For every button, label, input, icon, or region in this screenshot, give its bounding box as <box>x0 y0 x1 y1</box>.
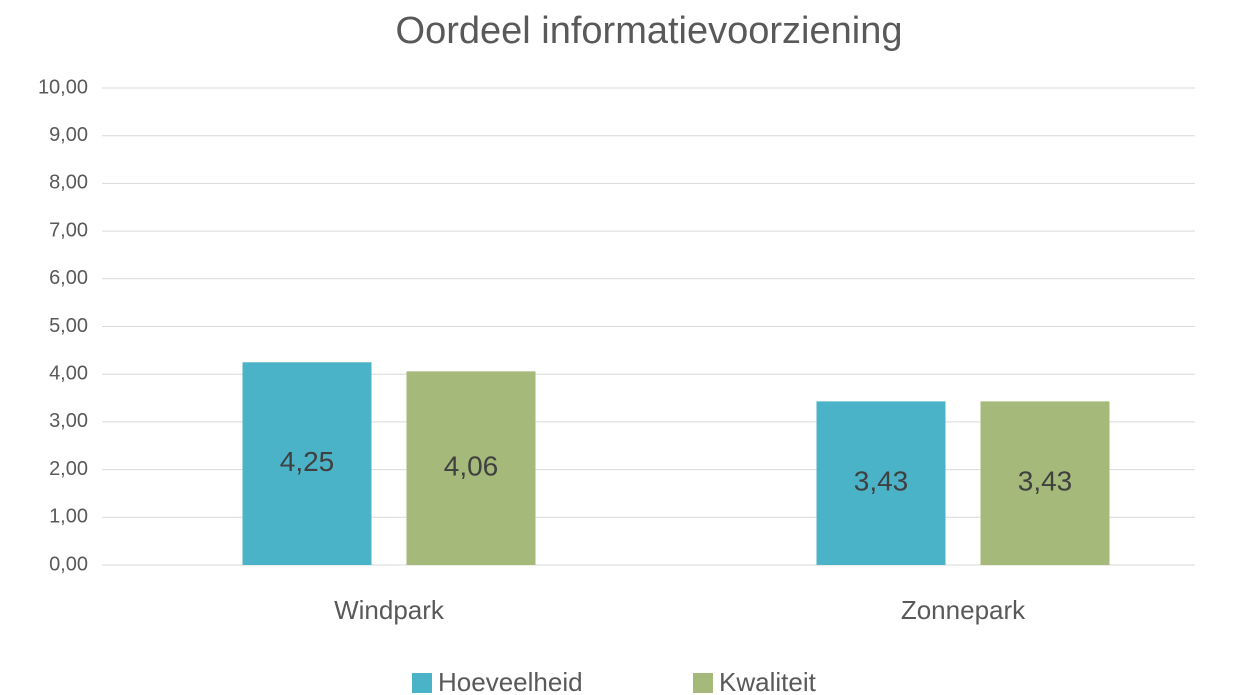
y-tick-label: 2,00 <box>49 458 88 480</box>
y-tick-label: 7,00 <box>49 219 88 241</box>
chart-title: Oordeel informatievoorziening <box>396 10 903 52</box>
bar <box>242 362 372 565</box>
data-label: 4,25 <box>280 446 335 477</box>
y-tick-label: 8,00 <box>49 172 88 194</box>
y-tick-label: 4,00 <box>49 362 88 384</box>
y-tick-label: 10,00 <box>38 76 88 98</box>
legend-label: Hoeveelheid <box>438 667 583 695</box>
y-tick-label: 6,00 <box>49 267 88 289</box>
y-tick-label: 0,00 <box>49 553 88 575</box>
y-tick-label: 3,00 <box>49 410 88 432</box>
x-tick-label: Zonnepark <box>901 595 1026 625</box>
y-tick-label: 1,00 <box>49 506 88 528</box>
legend-label: Kwaliteit <box>719 667 817 695</box>
bar <box>406 371 536 565</box>
legend-swatch <box>693 673 713 693</box>
y-tick-label: 5,00 <box>49 315 88 337</box>
data-label: 4,06 <box>444 451 499 482</box>
data-label: 3,43 <box>854 466 909 497</box>
x-tick-label: Windpark <box>334 595 445 625</box>
data-label: 3,43 <box>1018 466 1073 497</box>
bar <box>980 401 1110 565</box>
y-tick-label: 9,00 <box>49 124 88 146</box>
legend-swatch <box>412 673 432 693</box>
bar <box>816 401 946 565</box>
